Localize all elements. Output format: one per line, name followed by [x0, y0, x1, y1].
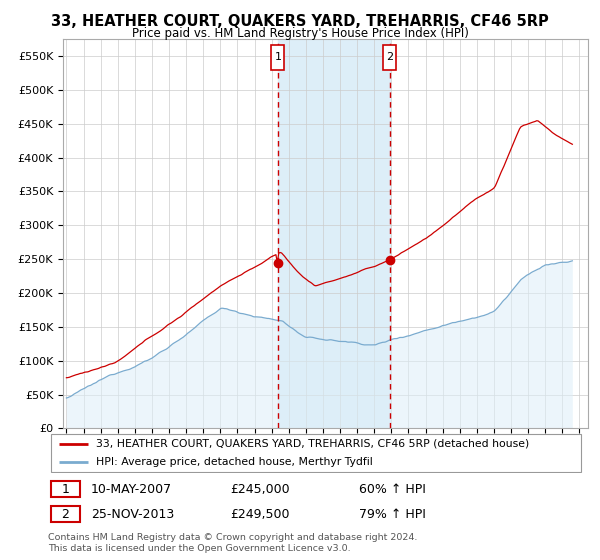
FancyBboxPatch shape [50, 434, 581, 472]
Text: 2: 2 [386, 53, 393, 63]
Text: 60% ↑ HPI: 60% ↑ HPI [359, 483, 427, 496]
FancyBboxPatch shape [50, 506, 80, 522]
FancyBboxPatch shape [383, 45, 396, 69]
Text: 10-MAY-2007: 10-MAY-2007 [91, 483, 172, 496]
Text: HPI: Average price, detached house, Merthyr Tydfil: HPI: Average price, detached house, Mert… [97, 458, 373, 467]
Text: 25-NOV-2013: 25-NOV-2013 [91, 508, 174, 521]
Text: 79% ↑ HPI: 79% ↑ HPI [359, 508, 427, 521]
Text: £249,500: £249,500 [230, 508, 290, 521]
FancyBboxPatch shape [271, 45, 284, 69]
Text: 33, HEATHER COURT, QUAKERS YARD, TREHARRIS, CF46 5RP: 33, HEATHER COURT, QUAKERS YARD, TREHARR… [51, 14, 549, 29]
Text: 33, HEATHER COURT, QUAKERS YARD, TREHARRIS, CF46 5RP (detached house): 33, HEATHER COURT, QUAKERS YARD, TREHARR… [97, 439, 530, 449]
Text: Price paid vs. HM Land Registry's House Price Index (HPI): Price paid vs. HM Land Registry's House … [131, 27, 469, 40]
Text: Contains HM Land Registry data © Crown copyright and database right 2024.
This d: Contains HM Land Registry data © Crown c… [48, 533, 418, 553]
Text: 2: 2 [62, 508, 70, 521]
Text: £245,000: £245,000 [230, 483, 290, 496]
FancyBboxPatch shape [50, 482, 80, 497]
Text: 1: 1 [274, 53, 281, 63]
Text: 1: 1 [62, 483, 70, 496]
Bar [278, 39, 389, 428]
